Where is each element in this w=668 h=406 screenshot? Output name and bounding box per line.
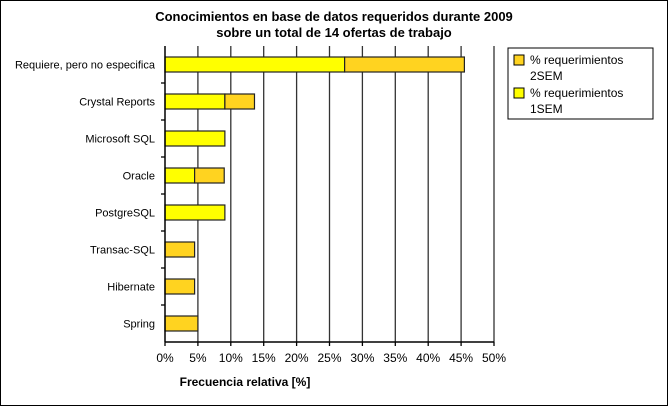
legend-label: % requerimientos <box>530 53 623 67</box>
x-tick-label: 30% <box>350 351 374 365</box>
legend-label: % requerimientos <box>530 86 623 100</box>
y-tick-label: Spring <box>123 319 155 331</box>
bar-segment <box>164 241 196 258</box>
y-tick-label: PostgreSQL <box>95 208 155 220</box>
x-tick-label: 40% <box>416 351 440 365</box>
bar-segment <box>164 204 226 221</box>
chart-title-line-2: sobre un total de 14 ofertas de trabajo <box>216 25 452 40</box>
bar-segment <box>164 278 196 295</box>
x-tick-label: 25% <box>317 351 341 365</box>
x-tick-label: 0% <box>156 351 174 365</box>
bar-segment <box>194 167 225 184</box>
legend-label: 2SEM <box>530 69 563 83</box>
x-tick-label: 15% <box>252 351 276 365</box>
bar-segment <box>164 167 196 184</box>
bar-segment <box>344 56 465 73</box>
x-tick-label: 5% <box>189 351 207 365</box>
legend-swatch <box>513 87 525 99</box>
legend-label: 1SEM <box>530 102 563 116</box>
bar-segment <box>164 93 226 110</box>
y-tick-label: Microsoft SQL <box>85 134 155 146</box>
x-tick-label: 10% <box>219 351 243 365</box>
legend-swatch <box>513 54 525 66</box>
y-tick-label: Oracle <box>123 171 155 183</box>
y-tick-label: Requiere, pero no especifica <box>15 60 156 72</box>
x-tick-label: 45% <box>449 351 473 365</box>
legend-box <box>507 47 654 120</box>
bar-segment <box>164 315 199 332</box>
bar-segment <box>164 56 346 73</box>
x-tick-label: 35% <box>383 351 407 365</box>
bar-segment <box>224 93 256 110</box>
x-tick-label: 50% <box>482 351 506 365</box>
y-tick-label: Transac-SQL <box>90 245 155 257</box>
y-tick-label: Hibernate <box>107 282 155 294</box>
bar-segment <box>164 130 226 147</box>
x-tick-label: 20% <box>285 351 309 365</box>
y-tick-label: Crystal Reports <box>79 97 155 109</box>
x-axis-label: Frecuencia relativa [%] <box>180 375 311 389</box>
chart-title-line-1: Conocimientos en base de datos requerido… <box>155 9 513 24</box>
